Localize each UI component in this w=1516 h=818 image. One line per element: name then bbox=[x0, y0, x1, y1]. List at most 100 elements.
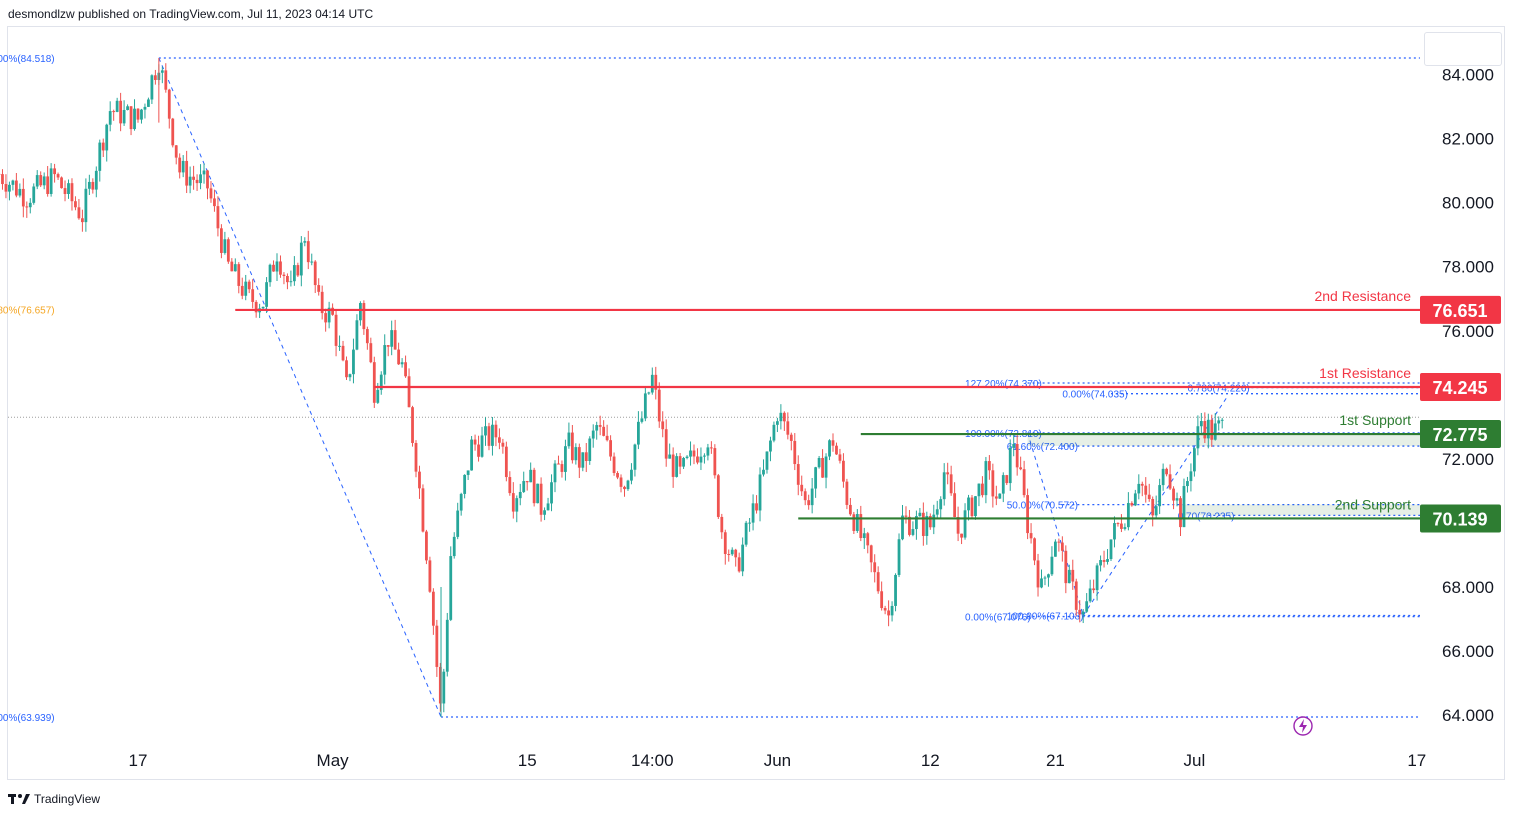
candle-body bbox=[477, 444, 480, 457]
candle-body bbox=[942, 472, 946, 500]
candle-body bbox=[1036, 560, 1040, 588]
y-tick-label: 84.000 bbox=[1442, 66, 1494, 85]
candle-body bbox=[605, 435, 609, 441]
candle-body bbox=[709, 447, 713, 449]
price-label-text: 76.651 bbox=[1432, 301, 1487, 321]
chart-settings-box[interactable] bbox=[1424, 32, 1502, 66]
candle-body bbox=[240, 285, 244, 296]
candle-body bbox=[807, 500, 811, 506]
candle-body bbox=[623, 486, 626, 490]
x-tick-label: 15 bbox=[518, 751, 537, 770]
candle-body bbox=[313, 261, 317, 286]
candle-body bbox=[845, 481, 849, 505]
candle-body bbox=[723, 532, 727, 555]
candle-body bbox=[67, 183, 70, 195]
candle-body bbox=[643, 393, 647, 419]
y-tick-label: 64.000 bbox=[1442, 706, 1494, 725]
candle-body bbox=[1137, 483, 1141, 494]
candle-body bbox=[956, 517, 960, 534]
candle-body bbox=[233, 264, 237, 272]
candle-body bbox=[126, 106, 129, 110]
footer-brand: TradingView bbox=[34, 792, 101, 806]
candle-body bbox=[803, 491, 807, 501]
candle-body bbox=[487, 426, 491, 446]
candle-body bbox=[751, 503, 755, 523]
candle-body bbox=[1168, 474, 1172, 489]
candle-body bbox=[81, 218, 84, 223]
candle-body bbox=[35, 175, 39, 187]
candle-body bbox=[838, 454, 842, 461]
candle-body bbox=[671, 454, 675, 477]
candle-body bbox=[46, 176, 50, 194]
candle-body bbox=[466, 470, 470, 475]
candle-body bbox=[595, 425, 599, 431]
candle-body bbox=[598, 425, 602, 427]
candle-body bbox=[921, 512, 925, 536]
candle-body bbox=[397, 349, 401, 365]
y-tick-label: 76.000 bbox=[1442, 322, 1494, 341]
candle-body bbox=[379, 374, 383, 390]
y-tick-label: 68.000 bbox=[1442, 578, 1494, 597]
x-tick-label: 14:00 bbox=[631, 751, 674, 770]
candle-body bbox=[480, 435, 484, 457]
candle-body bbox=[817, 457, 821, 468]
candle-body bbox=[220, 228, 223, 253]
candle-body bbox=[550, 482, 553, 504]
candle-body bbox=[192, 176, 195, 180]
candle-body bbox=[588, 438, 592, 462]
candle-body bbox=[887, 610, 890, 616]
candle-body bbox=[1179, 498, 1182, 528]
candle-body bbox=[616, 472, 619, 478]
candle-body bbox=[855, 514, 859, 531]
resistance-name-label: 1st Resistance bbox=[1319, 365, 1411, 381]
candle-body bbox=[1109, 539, 1113, 560]
candle-body bbox=[782, 412, 786, 422]
candle-body bbox=[911, 529, 915, 535]
candle-body bbox=[25, 206, 29, 208]
candle-body bbox=[4, 184, 8, 192]
candle-body bbox=[574, 447, 578, 461]
candle-body bbox=[1064, 550, 1068, 584]
candle-body bbox=[272, 264, 275, 272]
candle-body bbox=[772, 424, 776, 441]
candle-body bbox=[967, 497, 970, 511]
candle-body bbox=[491, 424, 494, 446]
candle-body bbox=[859, 514, 863, 539]
candle-body bbox=[543, 510, 546, 515]
candle-body bbox=[720, 516, 724, 533]
candle-body bbox=[119, 100, 123, 124]
candle-body bbox=[1067, 569, 1071, 584]
candle-body bbox=[1147, 494, 1151, 500]
candle-body bbox=[213, 198, 216, 207]
candle-body bbox=[282, 274, 286, 276]
lightning-icon[interactable] bbox=[1293, 716, 1313, 736]
candle-body bbox=[459, 493, 463, 511]
candle-body bbox=[821, 457, 824, 478]
candle-body bbox=[546, 503, 550, 511]
candle-body bbox=[518, 491, 522, 499]
candle-body bbox=[494, 424, 498, 438]
candle-body bbox=[463, 474, 467, 494]
candle-body bbox=[675, 456, 679, 477]
fib-level-label: 100.00%(84.518) bbox=[0, 54, 55, 65]
candle-body bbox=[178, 157, 182, 173]
candle-body bbox=[824, 456, 828, 478]
candle-body bbox=[133, 108, 136, 130]
candle-body bbox=[390, 330, 394, 347]
candle-body bbox=[689, 450, 692, 457]
candle-body bbox=[699, 456, 703, 463]
candle-body bbox=[612, 456, 616, 473]
candle-body bbox=[939, 499, 943, 510]
candle-body bbox=[758, 474, 762, 511]
candle-body bbox=[292, 265, 296, 282]
candle-body bbox=[525, 481, 529, 483]
candle-body bbox=[484, 426, 487, 436]
candle-body bbox=[365, 329, 369, 344]
chart-frame[interactable] bbox=[7, 26, 1505, 780]
candle-body bbox=[508, 477, 512, 494]
candle-body bbox=[984, 461, 988, 496]
candle-body bbox=[908, 516, 911, 535]
candle-body bbox=[63, 188, 67, 195]
candle-body bbox=[345, 360, 348, 378]
